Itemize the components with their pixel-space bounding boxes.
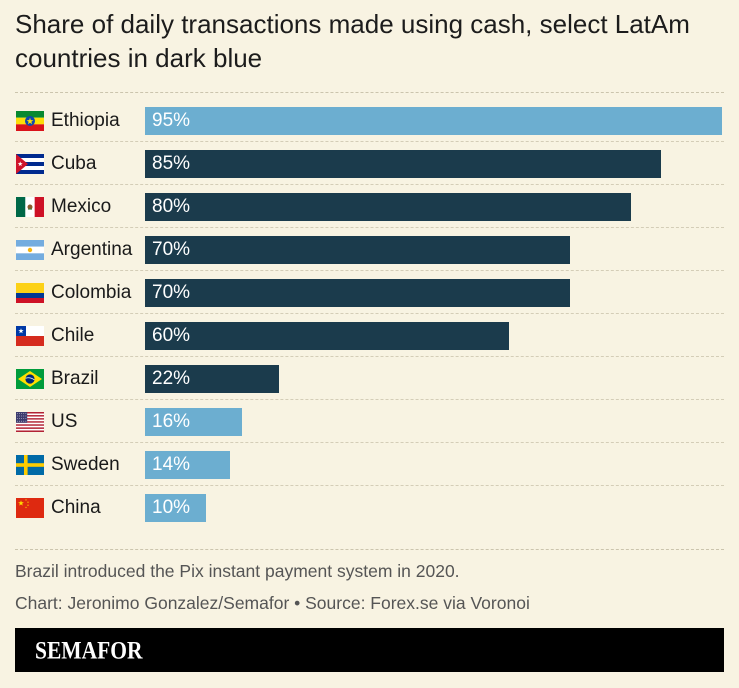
row-divider [15,313,724,314]
bar: 60% [145,321,510,350]
country-label: Mexico [51,196,112,217]
us-flag-icon [16,411,44,432]
country-label: China [51,497,101,518]
bar-value-label: 70% [152,281,191,303]
chart-title: Share of daily transactions made using c… [15,9,690,73]
semafor-logo: SEMAFOR [35,635,143,665]
bar-row: Cuba 85% [0,142,739,185]
bar-value-label: 22% [152,367,191,389]
brazil-flag-icon [16,368,44,389]
mexico-flag-icon [16,196,44,217]
bar-row: US 16% [0,400,739,443]
bar-chart: Ethiopia 95% Cuba 85% Mexico 80% Argentina 70% C… [0,99,739,529]
bar-row: Mexico 80% [0,185,739,228]
bar-row: Chile 60% [0,314,739,357]
bar-value-label: 14% [152,453,191,475]
bar-value-label: 80% [152,195,191,217]
country-label: US [51,411,78,432]
bar: 70% [145,278,571,307]
row-divider [15,270,724,271]
bar-value-label: 10% [152,496,191,518]
chart-credit: Chart: Jeronimo Gonzalez/Semafor • Sourc… [15,593,530,613]
bar: 10% [145,493,206,522]
bar-value-label: 16% [152,410,191,432]
chart-note: Brazil introduced the Pix instant paymen… [15,561,460,581]
country-label: Argentina [51,239,133,260]
bar-row: China 10% [0,486,739,529]
row-divider [15,227,724,228]
bar-row: Colombia 70% [0,271,739,314]
country-label: Ethiopia [51,110,120,131]
country-label: Sweden [51,454,120,475]
country-label: Cuba [51,153,97,174]
bar-row: Brazil 22% [0,357,739,400]
bar: 95% [145,106,722,135]
chile-flag-icon [16,325,44,346]
bar-row: Sweden 14% [0,443,739,486]
bar-value-label: 60% [152,324,191,346]
row-divider [15,485,724,486]
bar: 80% [145,192,631,221]
row-divider [15,442,724,443]
bar: 22% [145,364,279,393]
bar: 85% [145,149,662,178]
china-flag-icon [16,497,44,518]
country-label: Chile [51,325,95,346]
row-divider [15,184,724,185]
colombia-flag-icon [16,282,44,303]
country-label: Brazil [51,368,99,389]
bar: 14% [145,450,230,479]
bar: 16% [145,407,243,436]
cuba-flag-icon [16,153,44,174]
bar: 70% [145,235,571,264]
bar-row: Argentina 70% [0,228,739,271]
bar-value-label: 95% [152,109,191,131]
bar-value-label: 70% [152,238,191,260]
sweden-flag-icon [16,454,44,475]
country-label: Colombia [51,282,132,303]
title-divider [15,92,724,93]
row-divider [15,356,724,357]
row-divider [15,399,724,400]
argentina-flag-icon [16,239,44,260]
ethiopia-flag-icon [16,110,44,131]
footer-divider [15,549,724,550]
bar-row: Ethiopia 95% [0,99,739,142]
brand-footer: SEMAFOR [15,628,724,672]
bar-value-label: 85% [152,152,191,174]
row-divider [15,141,724,142]
